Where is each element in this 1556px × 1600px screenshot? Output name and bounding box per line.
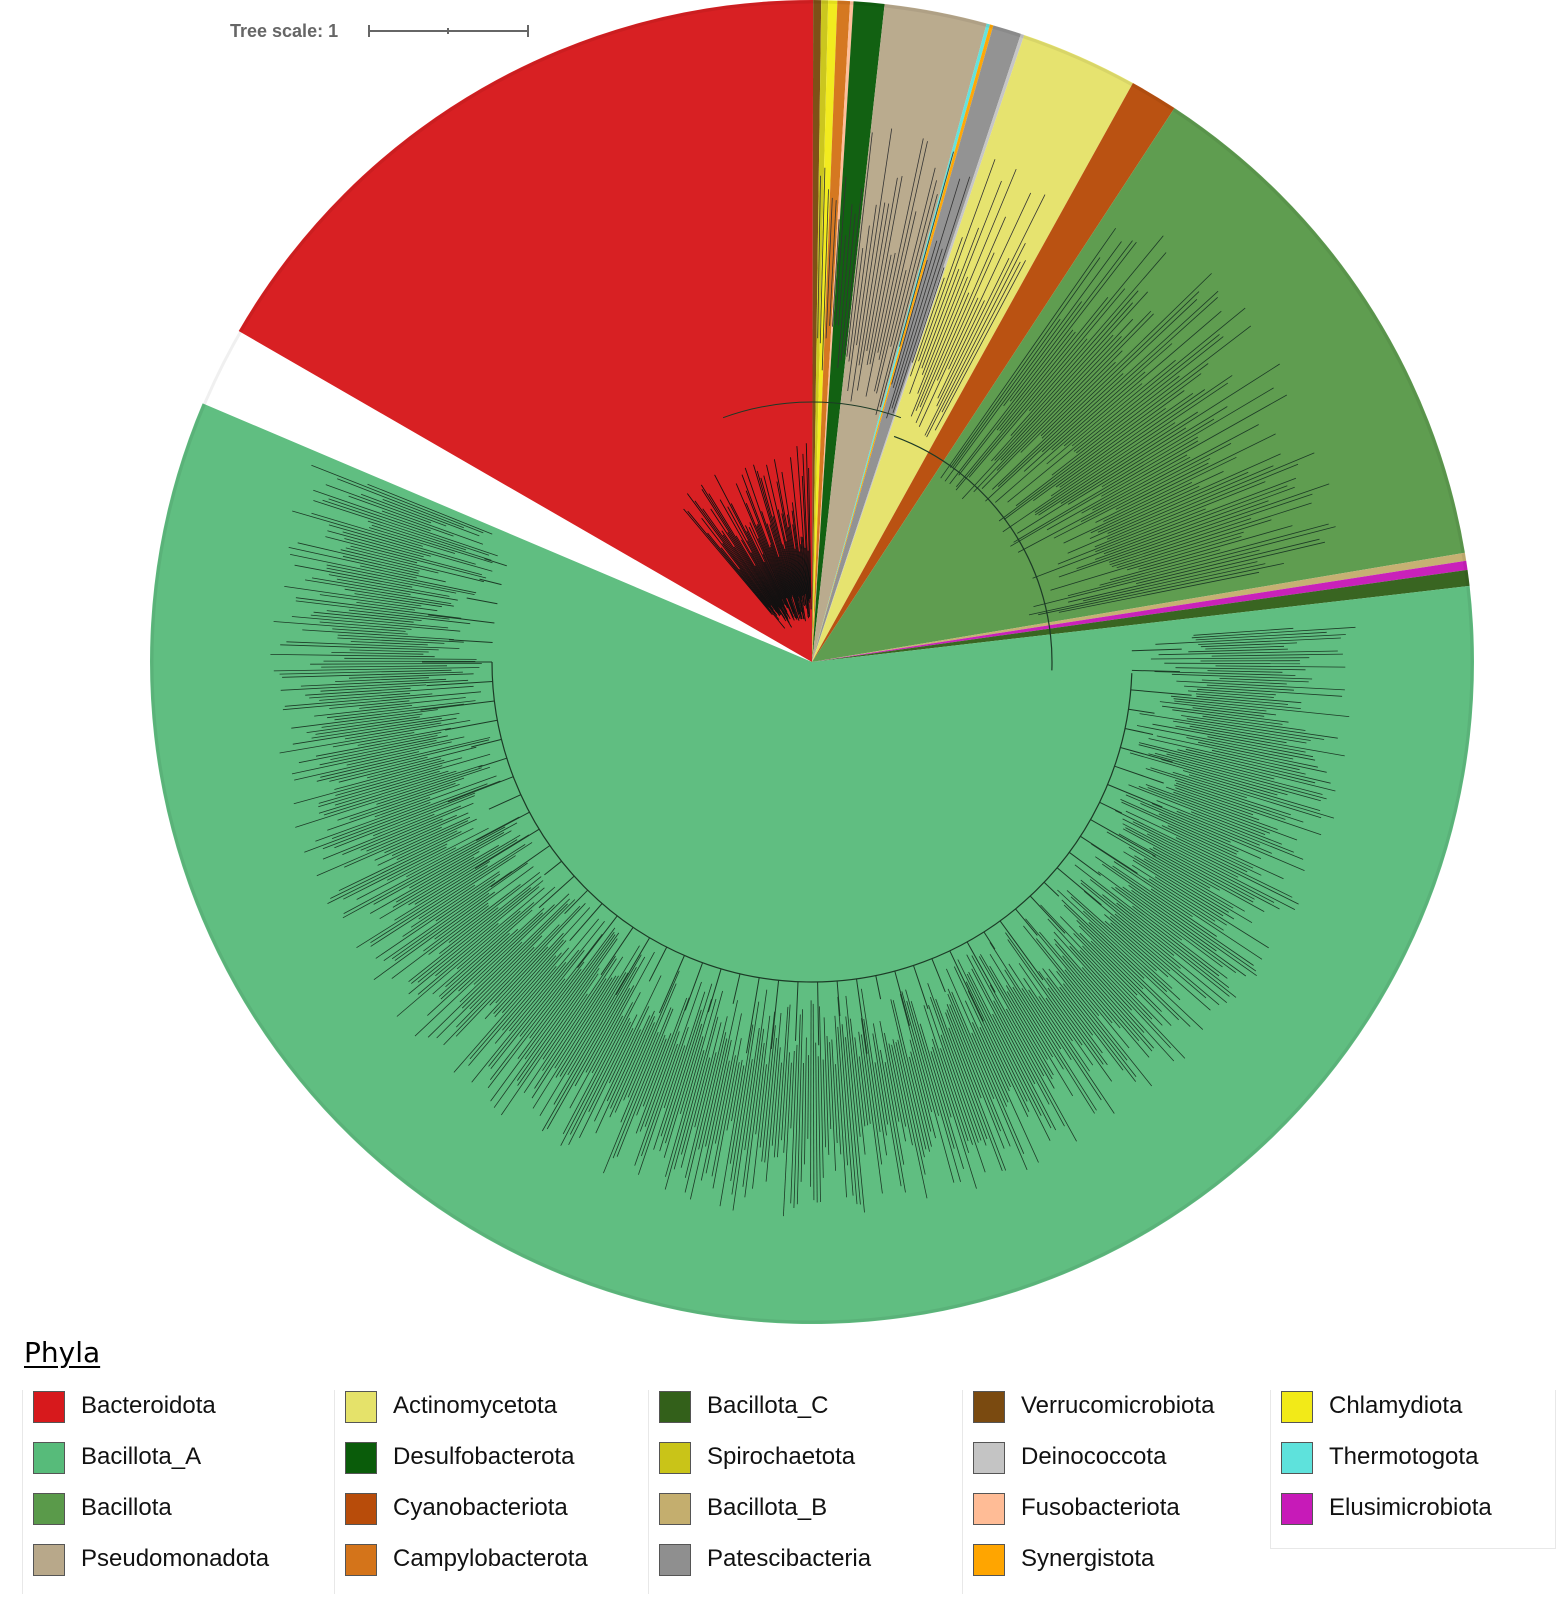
legend-item: Verrucomicrobiota — [963, 1390, 1247, 1441]
tree-scale-label: Tree scale: 1 — [230, 21, 338, 41]
legend-swatch — [345, 1544, 377, 1576]
legend-item: Fusobacteriota — [963, 1492, 1247, 1543]
phylum-wedge — [812, 83, 1175, 662]
legend-swatch — [659, 1544, 691, 1576]
legend-label: Chlamydiota — [1329, 1392, 1463, 1419]
legend-item: Bacillota_B — [649, 1492, 933, 1543]
legend-column: Bacteroidota Bacillota_A Bacillota Pseudomo… — [22, 1390, 307, 1594]
legend-swatch — [973, 1442, 1005, 1474]
legend-swatch — [33, 1391, 65, 1423]
legend-item: Chlamydiota — [1271, 1390, 1555, 1441]
phylum-wedge — [812, 108, 1465, 663]
legend-column: Chlamydiota Thermotogota Elusimicrobiota — [1270, 1390, 1556, 1549]
phylum-wedge — [812, 0, 838, 662]
legend-item: Synergistota — [963, 1543, 1247, 1594]
legend-item: Bacillota_C — [649, 1390, 933, 1441]
legend-item: Deinococcota — [963, 1441, 1247, 1492]
legend-item: Cyanobacteriota — [335, 1492, 619, 1543]
legend-label: Bacillota_A — [81, 1443, 202, 1470]
phylum-wedge — [812, 0, 822, 662]
phylum-wedge — [812, 0, 829, 663]
legend-label: Fusobacteriota — [1021, 1494, 1180, 1521]
legend-item: Thermotogota — [1271, 1441, 1555, 1492]
legend-label: Actinomycetota — [393, 1392, 558, 1419]
legend-label: Pseudomonadota — [81, 1545, 270, 1572]
legend-swatch — [659, 1493, 691, 1525]
legend-item: Bacillota_A — [23, 1441, 307, 1492]
phylum-wedge — [812, 24, 994, 663]
tree-branches — [270, 128, 1356, 1217]
legend-column: Verrucomicrobiota Deinococcota Fusobacteri… — [962, 1390, 1247, 1594]
phylum-wedge — [812, 569, 1470, 662]
legend-label: Patescibacteria — [707, 1545, 872, 1572]
legend-item: Spirochaetota — [649, 1441, 933, 1492]
legend-swatch — [973, 1544, 1005, 1576]
legend-swatch — [1281, 1391, 1313, 1423]
phylum-wedge — [812, 33, 1025, 663]
legend-item: Pseudomonadota — [23, 1543, 307, 1594]
legend-swatch — [345, 1493, 377, 1525]
phylum-wedge — [238, 0, 814, 662]
legend-item: Patescibacteria — [649, 1543, 933, 1594]
legend-swatch — [33, 1544, 65, 1576]
legend-swatch — [345, 1391, 377, 1423]
legend-swatch — [659, 1442, 691, 1474]
tree-scale-bar: Tree scale: 1 — [230, 21, 529, 41]
phylum-wedge — [812, 34, 1133, 663]
legend-item: Bacteroidota — [23, 1390, 307, 1441]
legend-item: Bacillota — [23, 1492, 307, 1543]
phylum-wedge — [149, 403, 1475, 1324]
legend-label: Bacillota_B — [707, 1494, 828, 1521]
legend-column: Actinomycetota Desulfobacterota Cyanobacte… — [334, 1390, 619, 1594]
legend-label: Thermotogota — [1329, 1443, 1479, 1470]
legend-item: Desulfobacterota — [335, 1441, 619, 1492]
phylum-wedge — [812, 0, 851, 662]
phylum-wedge — [812, 1, 885, 662]
phylum-wedges — [149, 0, 1475, 1324]
legend-swatch — [33, 1493, 65, 1525]
legend-swatch — [345, 1442, 377, 1474]
legend-swatch — [973, 1493, 1005, 1525]
legend-label: Bacillota_C — [707, 1392, 829, 1419]
legend-label: Bacillota — [81, 1494, 172, 1521]
legend-label: Deinococcota — [1021, 1443, 1167, 1470]
legend-item: Campylobacterota — [335, 1543, 619, 1594]
phylum-wedge — [812, 1, 854, 663]
phylum-wedge — [812, 552, 1467, 662]
legend-swatch — [973, 1391, 1005, 1423]
legend-label: Cyanobacteriota — [393, 1494, 568, 1521]
legend-label: Desulfobacterota — [393, 1443, 575, 1470]
phylum-wedge — [812, 3, 987, 662]
legend-swatch — [659, 1391, 691, 1423]
legend-item: Elusimicrobiota — [1271, 1492, 1555, 1543]
legend-label: Spirochaetota — [707, 1443, 856, 1470]
legend-label: Verrucomicrobiota — [1021, 1392, 1215, 1419]
legend-swatch — [1281, 1493, 1313, 1525]
legend-title: Phyla — [24, 1336, 101, 1369]
phylogenetic-tree: Tree scale: 1 — [149, 0, 1475, 1324]
legend-label: Elusimicrobiota — [1329, 1494, 1492, 1521]
legend-item: Actinomycetota — [335, 1390, 619, 1441]
legend-swatch — [1281, 1442, 1313, 1474]
legend-label: Bacteroidota — [81, 1392, 216, 1419]
legend-swatch — [33, 1442, 65, 1474]
phylum-wedge — [812, 25, 1021, 662]
legend-label: Synergistota — [1021, 1545, 1155, 1572]
phylum-wedge — [812, 560, 1468, 662]
legend-column: Bacillota_C Spirochaetota Bacillota_B Pates… — [648, 1390, 933, 1594]
legend-label: Campylobacterota — [393, 1545, 588, 1572]
